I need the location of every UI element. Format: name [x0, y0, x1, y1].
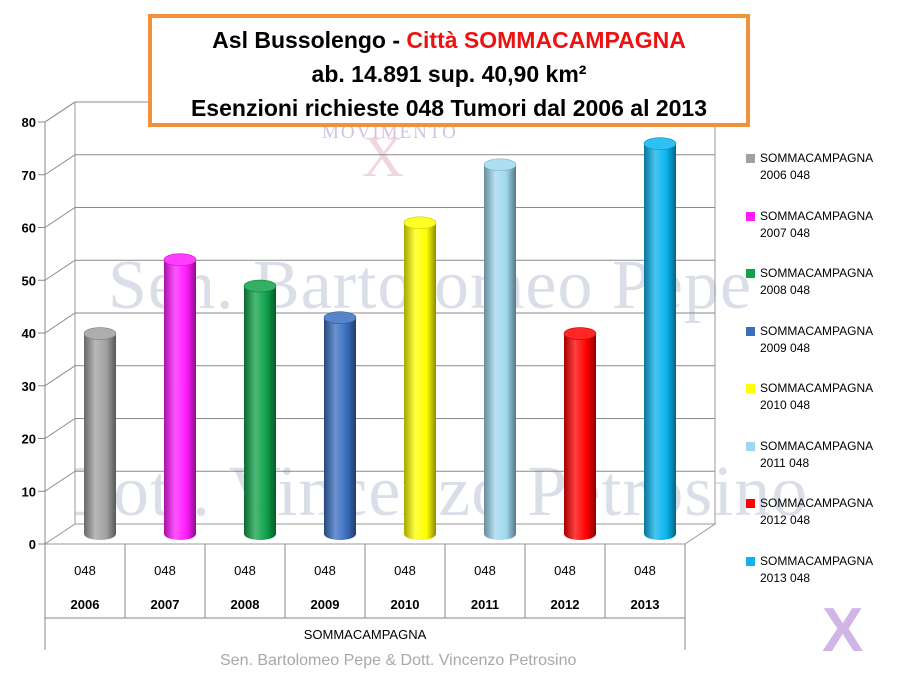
bar-body: [404, 222, 436, 540]
legend-label: SOMMACAMPAGNA 2010 048: [760, 381, 874, 412]
bar-2009: [323, 311, 357, 540]
legend-swatch: [746, 326, 755, 336]
bar-2012: [563, 327, 597, 540]
legend-item-2012: SOMMACAMPAGNA 2012 048: [746, 495, 900, 553]
category-code-label: 048: [74, 563, 96, 578]
chart-grid: [43, 101, 717, 545]
title-line-1: Asl Bussolengo - Città SOMMACAMPAGNA: [152, 23, 746, 57]
bar-2006: [83, 327, 117, 540]
y-tick-label: 80: [22, 115, 36, 130]
x-tick-label: 2013: [631, 597, 660, 612]
category-code-label: 048: [394, 563, 416, 578]
legend-item-2011: SOMMACAMPAGNA 2011 048: [746, 438, 900, 496]
bar-top: [243, 279, 277, 293]
y-tick-label: 40: [22, 326, 36, 341]
legend-item-2013: SOMMACAMPAGNA 2013 048: [746, 553, 900, 611]
bar-top: [403, 216, 437, 230]
chart-title-box: Asl Bussolengo - Città SOMMACAMPAGNA ab.…: [148, 14, 750, 127]
bar-top: [563, 327, 597, 340]
bar-2008: [243, 279, 277, 540]
legend-item-2006: SOMMACAMPAGNA 2006 048: [746, 150, 900, 208]
legend-swatch: [746, 154, 755, 163]
bar-top: [323, 311, 357, 325]
legend-swatch: [746, 441, 755, 451]
bar-body: [244, 286, 276, 540]
gridline: [44, 418, 715, 439]
y-tick-label: 20: [22, 432, 36, 447]
category-code-label: 048: [474, 563, 496, 578]
x-tick-label: 2007: [151, 597, 180, 612]
gridline: [44, 259, 715, 281]
legend-item-2008: SOMMACAMPAGNA 2008 048: [746, 265, 900, 323]
gridline: [44, 312, 715, 334]
gridline: [44, 470, 715, 492]
bar-top: [643, 137, 677, 150]
category-code-label: 048: [154, 563, 176, 578]
bar-body: [324, 317, 356, 540]
y-tick-label: 70: [22, 168, 36, 183]
legend-swatch: [746, 556, 755, 566]
movimento-logo-x-icon: X: [362, 124, 404, 189]
bar-body: [484, 164, 516, 540]
legend-label: SOMMACAMPAGNA 2008 048: [760, 266, 874, 297]
legend-item-2007: SOMMACAMPAGNA 2007 048: [746, 208, 900, 266]
x-tick-label: 2006: [71, 597, 100, 612]
y-tick-label: 10: [22, 484, 36, 499]
category-code-label: 048: [634, 563, 656, 578]
category-code-label: 048: [234, 563, 256, 578]
y-tick-label: 0: [29, 537, 36, 552]
category-code-label: 048: [554, 563, 576, 578]
title-city: Città SOMMACAMPAGNA: [406, 27, 686, 53]
gridline: [44, 154, 715, 176]
title-line-2: ab. 14.891 sup. 40,90 km²: [311, 61, 587, 87]
legend-label: SOMMACAMPAGNA 2011 048: [760, 438, 874, 470]
floor: [43, 523, 717, 545]
legend-label: SOMMACAMPAGNA 2006 048: [760, 151, 874, 182]
legend-swatch: [746, 269, 755, 278]
category-table: 048 2006 048 2007 048 2008 048 2009 048 2010 048 20…: [44, 544, 686, 650]
chart-legend: SOMMACAMPAGNA 2006 048 SOMMACAMPAGNA 2007…: [746, 150, 900, 610]
bar-2007: [163, 253, 197, 540]
legend-label: SOMMACAMPAGNA 2009 048: [760, 323, 874, 355]
legend-label: SOMMACAMPAGNA 2012 048: [760, 496, 874, 527]
bar-body: [564, 333, 596, 540]
x-tick-label: 2011: [471, 597, 499, 612]
gridline: [44, 365, 715, 387]
x-tick-label: 2010: [391, 597, 420, 612]
bar-2013: [643, 137, 677, 540]
corner-x-logo-icon: X: [822, 596, 864, 665]
legend-item-2009: SOMMACAMPAGNA 2009 048: [746, 323, 900, 381]
legend-label: SOMMACAMPAGNA 2013 048: [760, 553, 874, 585]
y-tick-label: 50: [22, 273, 36, 288]
x-tick-label: 2012: [551, 597, 580, 612]
bar-body: [644, 143, 676, 540]
y-tick-label: 30: [22, 379, 36, 394]
bar-body: [84, 333, 116, 540]
category-code-label: 048: [314, 563, 336, 578]
bar-2011: [483, 158, 517, 540]
y-axis: 0 10 20 30 40 50 60 70 80: [22, 115, 46, 552]
legend-item-2010: SOMMACAMPAGNA 2010 048: [746, 380, 900, 438]
legend-label: SOMMACAMPAGNA 2007 048: [760, 208, 874, 240]
legend-swatch: [746, 211, 755, 221]
bar-top: [83, 327, 117, 340]
bar-top: [163, 253, 197, 267]
x-axis-label: SOMMACAMPAGNA: [304, 627, 427, 642]
gridline: [44, 207, 715, 228]
y-tick-label: 60: [22, 221, 36, 236]
title-asl: Asl Bussolengo -: [212, 27, 407, 53]
movimento-logo-watermark: MOVIMENTO: [322, 122, 458, 143]
bar-body: [164, 259, 196, 540]
x-tick-label: 2009: [311, 597, 340, 612]
title-line-3: Esenzioni richieste 048 Tumori dal 2006 …: [190, 95, 708, 121]
footer-credits: Sen. Bartolomeo Pepe & Dott. Vincenzo Pe…: [220, 652, 577, 669]
x-tick-label: 2008: [231, 597, 260, 612]
bar-2010: [403, 216, 437, 540]
chart-bars: [83, 137, 677, 540]
legend-swatch: [746, 499, 755, 508]
bar-top: [483, 158, 517, 172]
legend-swatch: [746, 384, 755, 393]
